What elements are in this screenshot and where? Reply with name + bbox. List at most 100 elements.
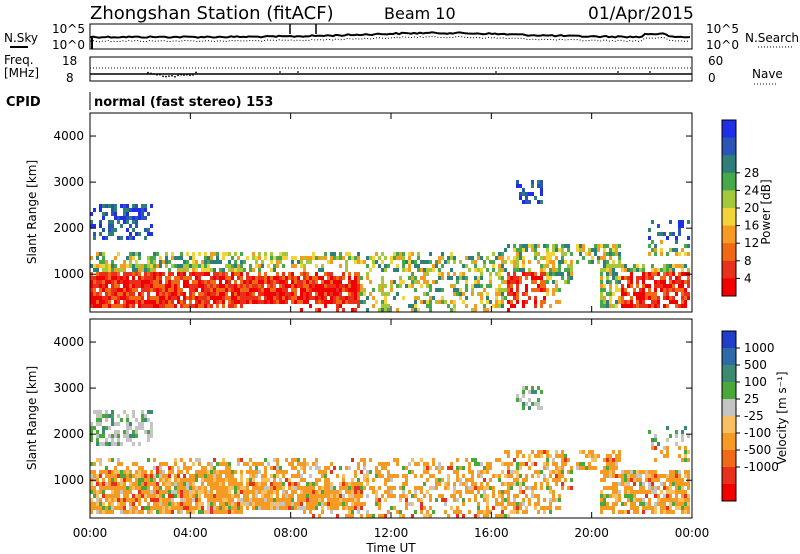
range-gate-cell: [237, 264, 240, 268]
range-gate-cell: [453, 510, 456, 514]
range-gate-cell: [192, 284, 195, 288]
range-gate-cell: [549, 490, 552, 494]
range-gate-cell: [165, 296, 168, 300]
range-gate-cell: [618, 244, 621, 248]
range-gate-cell: [111, 224, 114, 228]
range-gate-cell: [123, 264, 126, 268]
range-gate-cell: [585, 252, 588, 256]
range-gate-cell: [222, 502, 225, 506]
range-gate-cell: [543, 474, 546, 478]
range-gate-cell: [351, 510, 354, 514]
range-gate-cell: [507, 514, 510, 518]
range-gate-cell: [147, 418, 150, 422]
range-gate-cell: [333, 288, 336, 292]
range-gate-cell: [147, 212, 150, 216]
range-gate-cell: [666, 252, 669, 256]
range-gate-cell: [174, 276, 177, 280]
range-gate-cell: [516, 510, 519, 514]
range-gate-cell: [603, 470, 606, 474]
range-gate-cell: [126, 292, 129, 296]
range-gate-cell: [555, 482, 558, 486]
range-gate-cell: [174, 280, 177, 284]
range-gate-cell: [132, 220, 135, 224]
range-gate-cell: [228, 280, 231, 284]
range-gate-cell: [150, 280, 153, 284]
range-gate-cell: [345, 486, 348, 490]
range-gate-cell: [171, 252, 174, 256]
range-gate-cell: [144, 300, 147, 304]
range-gate-cell: [384, 490, 387, 494]
range-gate-cell: [168, 280, 171, 284]
range-gate-cell: [681, 268, 684, 272]
range-gate-cell: [240, 288, 243, 292]
range-gate-cell: [414, 276, 417, 280]
range-gate-cell: [204, 510, 207, 514]
range-gate-cell: [624, 276, 627, 280]
range-gate-cell: [90, 490, 93, 494]
range-gate-cell: [111, 304, 114, 308]
range-gate-cell: [228, 478, 231, 482]
range-gate-cell: [417, 252, 420, 256]
range-gate-cell: [312, 252, 315, 256]
range-gate-cell: [408, 462, 411, 466]
range-gate-cell: [135, 494, 138, 498]
range-gate-cell: [675, 288, 678, 292]
range-gate-cell: [216, 288, 219, 292]
range-gate-cell: [204, 474, 207, 478]
range-gate-cell: [90, 430, 93, 434]
range-gate-cell: [666, 296, 669, 300]
range-gate-cell: [270, 506, 273, 510]
range-gate-cell: [621, 288, 624, 292]
range-gate-cell: [162, 474, 165, 478]
range-gate-cell: [423, 272, 426, 276]
range-gate-cell: [330, 280, 333, 284]
range-gate-cell: [414, 288, 417, 292]
range-gate-cell: [624, 300, 627, 304]
range-gate-cell: [669, 486, 672, 490]
range-gate-cell: [129, 252, 132, 256]
range-gate-cell: [222, 284, 225, 288]
range-gate-cell: [381, 268, 384, 272]
range-gate-cell: [117, 288, 120, 292]
range-gate-cell: [393, 256, 396, 260]
range-gate-cell: [546, 292, 549, 296]
ytick-label: 3000: [53, 381, 84, 395]
range-gate-cell: [111, 506, 114, 510]
range-gate-cell: [540, 268, 543, 272]
range-gate-cell: [171, 482, 174, 486]
range-gate-cell: [624, 502, 627, 506]
range-gate-cell: [639, 486, 642, 490]
range-gate-cell: [249, 288, 252, 292]
range-gate-cell: [549, 506, 552, 510]
range-gate-cell: [135, 216, 138, 220]
range-gate-cell: [564, 478, 567, 482]
range-gate-cell: [612, 462, 615, 466]
range-gate-cell: [324, 300, 327, 304]
range-gate-cell: [129, 224, 132, 228]
range-gate-cell: [138, 212, 141, 216]
range-gate-cell: [177, 478, 180, 482]
range-gate-cell: [384, 268, 387, 272]
range-gate-cell: [99, 482, 102, 486]
range-gate-cell: [633, 478, 636, 482]
range-gate-cell: [567, 276, 570, 280]
range-gate-cell: [246, 300, 249, 304]
range-gate-cell: [297, 506, 300, 510]
range-gate-cell: [537, 406, 540, 410]
range-gate-cell: [450, 268, 453, 272]
range-gate-cell: [165, 462, 168, 466]
range-gate-cell: [210, 252, 213, 256]
range-gate-cell: [129, 232, 132, 236]
range-gate-cell: [675, 304, 678, 308]
range-gate-cell: [372, 514, 375, 518]
range-gate-cell: [117, 220, 120, 224]
range-gate-cell: [687, 482, 690, 486]
range-gate-cell: [282, 482, 285, 486]
range-gate-cell: [603, 466, 606, 470]
range-gate-cell: [369, 292, 372, 296]
range-gate-cell: [231, 268, 234, 272]
range-gate-cell: [561, 450, 564, 454]
range-gate-cell: [93, 276, 96, 280]
range-gate-cell: [375, 502, 378, 506]
